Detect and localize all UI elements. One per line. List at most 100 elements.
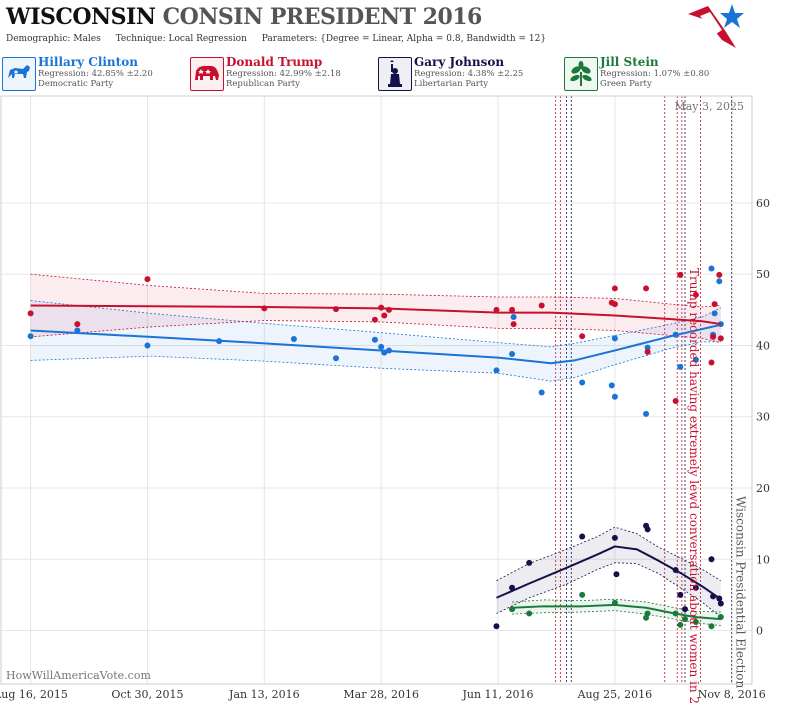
poll-point: [708, 623, 715, 630]
poll-point: [579, 591, 586, 598]
poll-point: [144, 276, 151, 283]
poll-point: [611, 393, 618, 400]
lower-bound-line: [30, 320, 721, 343]
poll-point: [510, 313, 517, 320]
liberty-icon: [378, 57, 412, 91]
poll-point: [493, 623, 500, 630]
x-tick-label: Oct 30, 2015: [111, 688, 183, 701]
poll-point: [692, 356, 699, 363]
poll-point: [716, 278, 723, 285]
x-tick-label: Aug 25, 2016: [577, 688, 653, 701]
donkey-icon: [2, 57, 36, 91]
lower-bound-line: [496, 562, 722, 618]
upper-bound-line: [30, 273, 721, 308]
poll-point: [27, 310, 34, 317]
legend-name: Gary Johnson: [414, 55, 505, 69]
poll-point: [716, 271, 723, 278]
y-tick-label: 30: [756, 411, 770, 424]
poll-points: [27, 265, 724, 630]
trend-line: [30, 323, 722, 365]
legend-party: Republican Party: [226, 79, 300, 89]
poll-point: [538, 389, 545, 396]
site-logo-icon: [688, 4, 744, 48]
poll-point: [509, 306, 516, 313]
x-tick-label: Aug 16, 2015: [0, 688, 68, 701]
y-tick-label: 20: [756, 482, 770, 495]
poll-point: [677, 271, 684, 278]
poll-point: [579, 379, 586, 386]
poll-point: [708, 265, 715, 272]
y-tick-label: 0: [756, 625, 763, 638]
chart-annotations: Trump recorded having extremely lewd con…: [6, 100, 748, 704]
legend-item-trump: Donald Trump Regression: 42.99% ±2.18 Re…: [188, 55, 374, 93]
poll-point: [611, 335, 618, 342]
trend-lines: [30, 304, 722, 621]
poll-point: [579, 533, 586, 540]
x-tick-label: Nov 8, 2016: [698, 688, 766, 701]
plant-icon: [564, 57, 598, 91]
event-annotation: Wisconsin Presidential Election: [734, 496, 748, 689]
poll-point: [708, 359, 715, 366]
lower-bound-line: [512, 610, 721, 626]
poll-point: [371, 336, 378, 343]
upper-bound-line: [496, 526, 722, 582]
upper-bound-line: [512, 598, 721, 613]
poll-point: [644, 344, 651, 351]
y-tick-label: 40: [756, 339, 770, 352]
poll-point: [74, 321, 81, 328]
poll-point: [717, 600, 724, 607]
legend-party: Democratic Party: [38, 79, 114, 89]
plot-frame: [0, 95, 753, 685]
poll-point: [692, 584, 699, 591]
poll-point: [644, 610, 651, 617]
legend-item-stein: Jill Stein Regression: 1.07% ±0.80 Green…: [562, 55, 748, 93]
poll-point: [717, 335, 724, 342]
legend-party: Green Party: [600, 79, 652, 89]
upper-bound-line: [30, 300, 722, 348]
poll-point: [644, 348, 651, 355]
parameters-line: Demographic: Males Technique: Local Regr…: [6, 34, 558, 44]
poll-point: [526, 559, 533, 566]
poll-point: [682, 606, 689, 613]
x-tick-label: Jun 11, 2016: [461, 688, 533, 701]
poll-point: [611, 285, 618, 292]
poll-point: [579, 333, 586, 340]
poll-point: [144, 342, 151, 349]
chart-title: WISCONSIN CONSIN PRESIDENT 2016: [6, 4, 482, 30]
y-tick-label: 10: [756, 553, 770, 566]
poll-point: [611, 301, 618, 308]
trend-line: [496, 545, 722, 601]
poll-point: [608, 382, 615, 389]
trend-line: [512, 603, 721, 621]
chart-grid: [1, 96, 752, 684]
legend-party: Libertarian Party: [414, 79, 489, 89]
legend-regression: Regression: 42.99% ±2.18: [226, 69, 341, 79]
poll-point: [677, 591, 684, 598]
y-tick-label: 50: [756, 268, 770, 281]
event-annotation: Trump recorded having extremely lewd con…: [687, 268, 701, 704]
poll-point: [643, 285, 650, 292]
legend-regression: Regression: 42.85% ±2.20: [38, 69, 153, 79]
poll-point: [682, 616, 689, 623]
poll-point: [711, 310, 718, 317]
poll-point: [493, 306, 500, 313]
poll-point: [710, 333, 717, 340]
legend-name: Hillary Clinton: [38, 55, 138, 69]
poll-point: [290, 336, 297, 343]
parameters-label: Parameters:: [261, 34, 318, 44]
legend-name: Jill Stein: [600, 55, 659, 69]
poll-point: [677, 363, 684, 370]
poll-point: [381, 312, 388, 319]
legend-item-clinton: Hillary Clinton Regression: 42.85% ±2.20…: [0, 55, 186, 93]
trend-line: [30, 304, 721, 326]
poll-point: [371, 316, 378, 323]
poll-point: [692, 618, 699, 625]
poll-point: [711, 301, 718, 308]
title-state: WISCONSIN: [6, 4, 156, 30]
poll-point: [677, 621, 684, 628]
demographic-value: Males: [73, 34, 101, 44]
poll-point: [613, 571, 620, 578]
legend-name: Donald Trump: [226, 55, 323, 69]
poll-point: [526, 610, 533, 617]
